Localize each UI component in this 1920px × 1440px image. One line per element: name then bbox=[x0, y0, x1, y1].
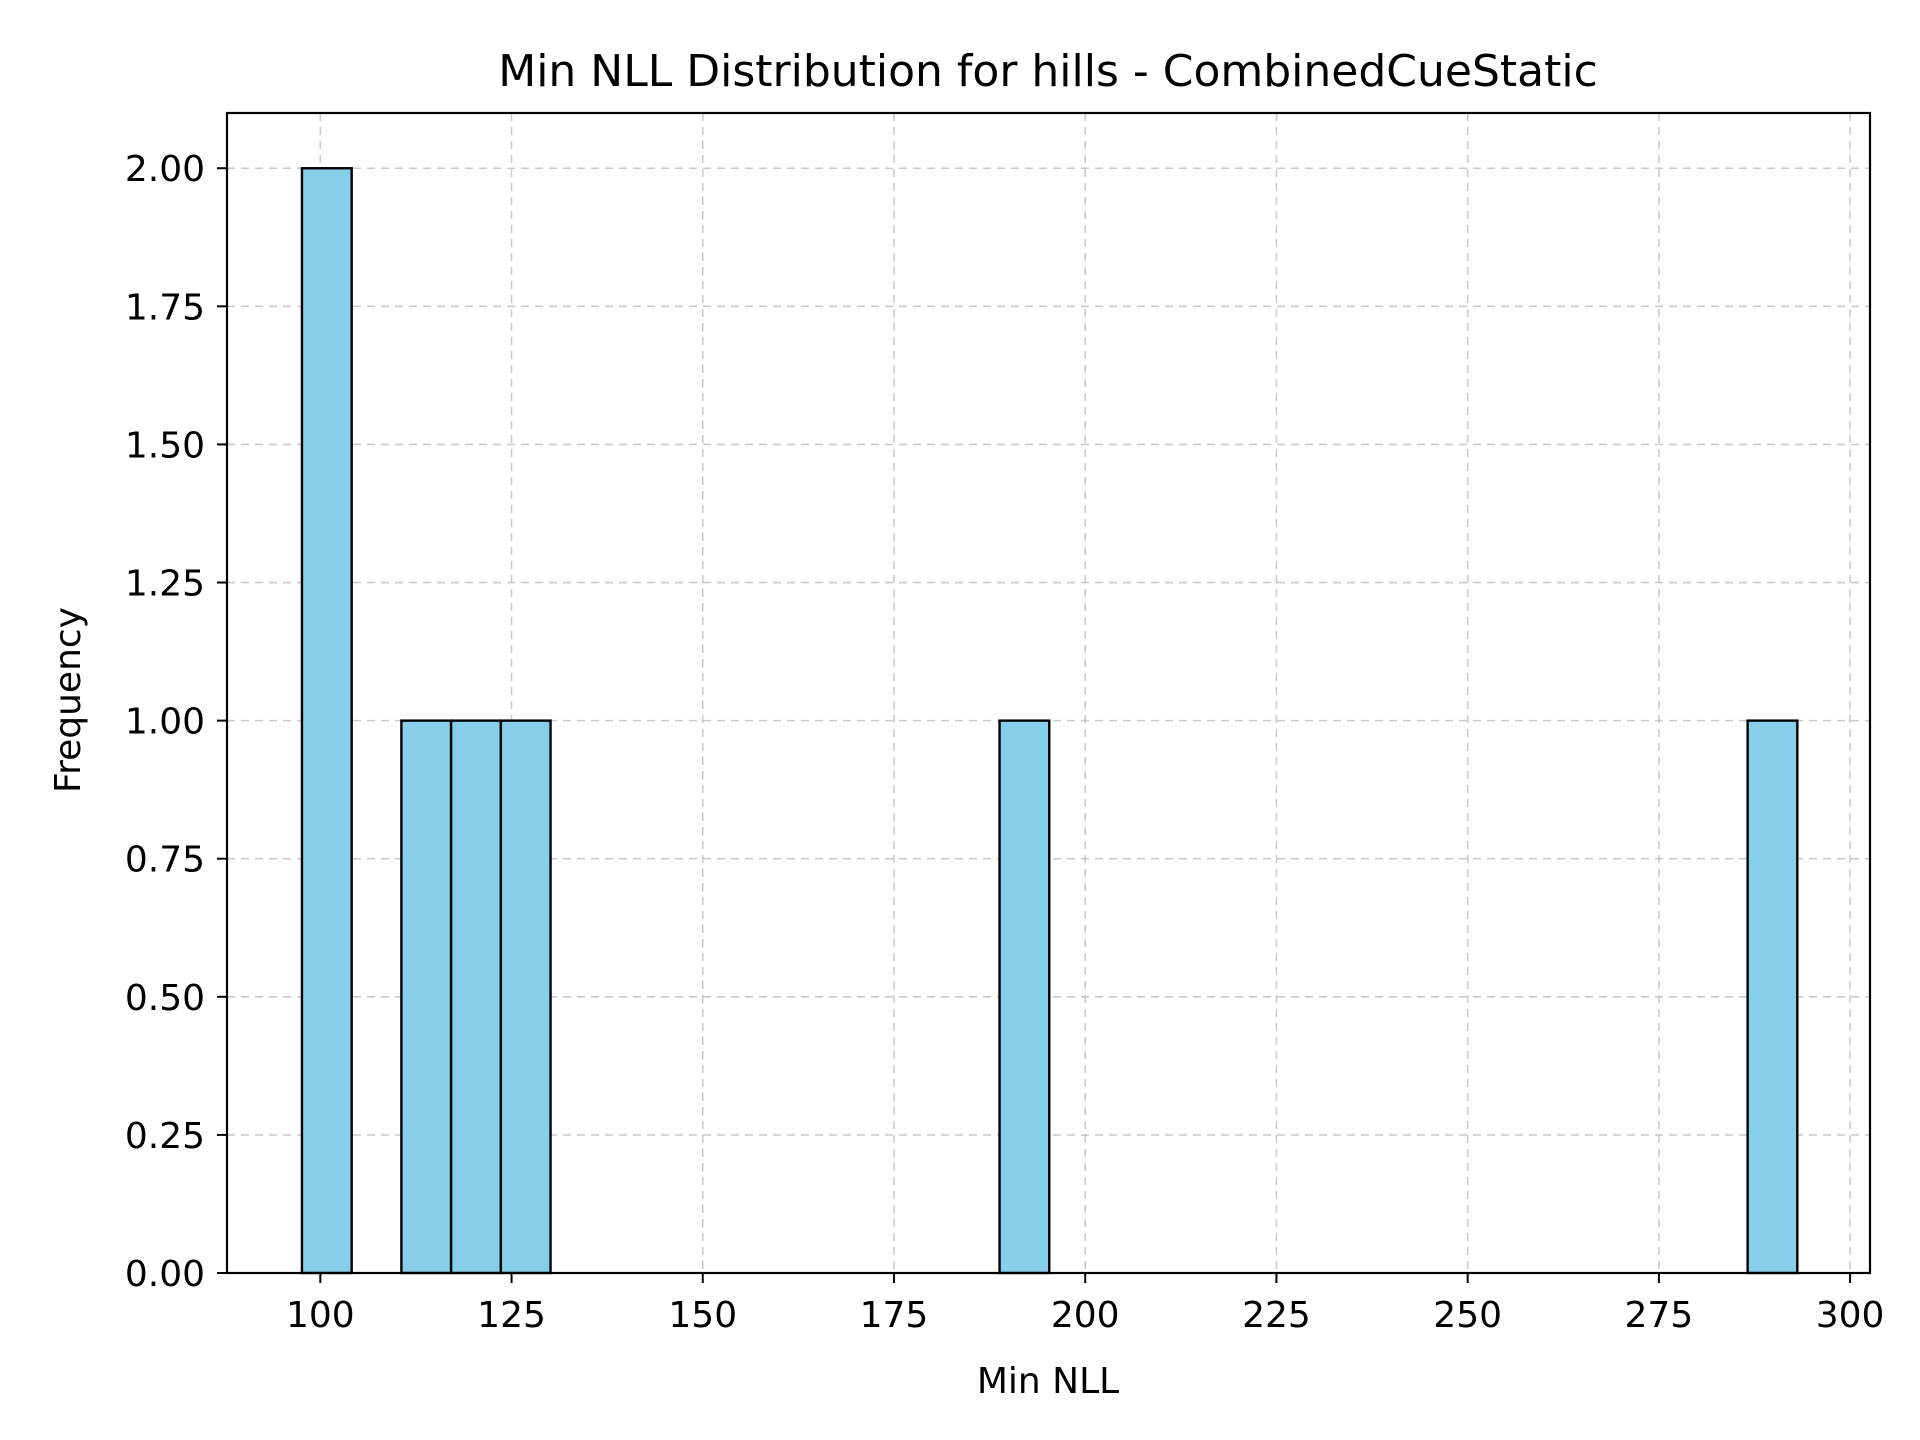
histogram-bar bbox=[300, 167, 353, 1275]
chart-title: Min NLL Distribution for hills - Combine… bbox=[498, 46, 1598, 97]
y-axis-label: Frequency bbox=[48, 607, 89, 793]
y-tick-label: 1.75 bbox=[125, 287, 205, 328]
histogram-bar bbox=[1746, 719, 1799, 1275]
x-axis-ticks: 100 125 150 175 200 225 250 275 300 bbox=[286, 1273, 1885, 1336]
x-tick-label: 175 bbox=[860, 1295, 929, 1336]
plot-frame bbox=[225, 111, 1872, 1275]
x-axis-label: Min NLL bbox=[977, 1361, 1119, 1402]
histogram-bar bbox=[998, 719, 1051, 1275]
x-tick-label: 275 bbox=[1625, 1295, 1694, 1336]
y-tick-label: 2.00 bbox=[125, 149, 205, 190]
x-tick-label: 300 bbox=[1816, 1295, 1885, 1336]
x-tick-label: 100 bbox=[286, 1295, 355, 1336]
y-tick-label: 0.75 bbox=[125, 840, 205, 881]
x-tick-label: 125 bbox=[477, 1295, 546, 1336]
y-tick-label: 0.25 bbox=[125, 1116, 205, 1157]
y-tick-label: 0.00 bbox=[125, 1254, 205, 1295]
y-tick-label: 1.50 bbox=[125, 425, 205, 466]
y-tick-label: 1.25 bbox=[125, 564, 205, 605]
x-tick-label: 150 bbox=[668, 1295, 737, 1336]
y-tick-label: 1.00 bbox=[125, 702, 205, 743]
x-tick-label: 250 bbox=[1433, 1295, 1502, 1336]
x-tick-label: 225 bbox=[1242, 1295, 1311, 1336]
x-tick-label: 200 bbox=[1051, 1295, 1120, 1336]
histogram-bar bbox=[449, 719, 503, 1275]
histogram-bar bbox=[499, 719, 552, 1275]
histogram-bars bbox=[300, 167, 1799, 1275]
y-axis-ticks: 0.00 0.25 0.50 0.75 1.00 1.25 1.50 1.75 2.00 bbox=[125, 149, 227, 1295]
histogram-bar bbox=[400, 719, 453, 1275]
y-tick-label: 0.50 bbox=[125, 978, 205, 1019]
